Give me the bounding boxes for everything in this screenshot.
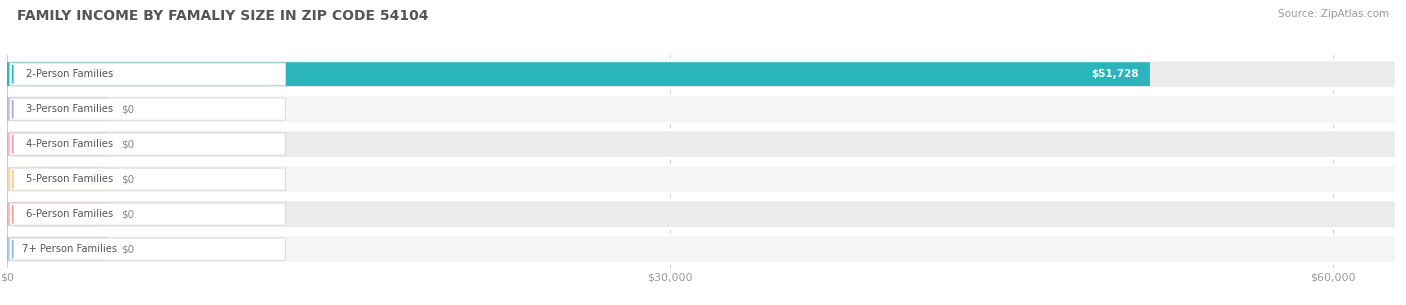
Text: FAMILY INCOME BY FAMALIY SIZE IN ZIP CODE 54104: FAMILY INCOME BY FAMALIY SIZE IN ZIP COD…: [17, 9, 429, 23]
FancyBboxPatch shape: [7, 202, 107, 226]
Text: $0: $0: [121, 244, 135, 254]
FancyBboxPatch shape: [10, 130, 1396, 158]
Text: 7+ Person Families: 7+ Person Families: [21, 244, 117, 254]
FancyBboxPatch shape: [10, 200, 1396, 228]
Text: Source: ZipAtlas.com: Source: ZipAtlas.com: [1278, 9, 1389, 19]
Text: $51,728: $51,728: [1091, 69, 1139, 79]
FancyBboxPatch shape: [7, 237, 107, 261]
FancyBboxPatch shape: [10, 60, 1396, 88]
FancyBboxPatch shape: [7, 132, 107, 156]
FancyBboxPatch shape: [10, 235, 1396, 264]
Text: $0: $0: [121, 174, 135, 184]
Text: $0: $0: [121, 139, 135, 149]
FancyBboxPatch shape: [10, 133, 285, 155]
FancyBboxPatch shape: [10, 168, 285, 190]
FancyBboxPatch shape: [10, 98, 285, 120]
Text: 4-Person Families: 4-Person Families: [25, 139, 112, 149]
Text: 2-Person Families: 2-Person Families: [25, 69, 112, 79]
Text: 6-Person Families: 6-Person Families: [25, 209, 112, 219]
FancyBboxPatch shape: [10, 165, 1396, 193]
FancyBboxPatch shape: [7, 62, 1150, 86]
FancyBboxPatch shape: [10, 63, 285, 85]
FancyBboxPatch shape: [7, 97, 107, 121]
Text: 5-Person Families: 5-Person Families: [25, 174, 112, 184]
Text: 3-Person Families: 3-Person Families: [25, 104, 112, 114]
FancyBboxPatch shape: [10, 203, 285, 225]
FancyBboxPatch shape: [10, 238, 285, 260]
Text: $0: $0: [121, 104, 135, 114]
FancyBboxPatch shape: [7, 167, 107, 191]
FancyBboxPatch shape: [10, 95, 1396, 124]
Text: $0: $0: [121, 209, 135, 219]
